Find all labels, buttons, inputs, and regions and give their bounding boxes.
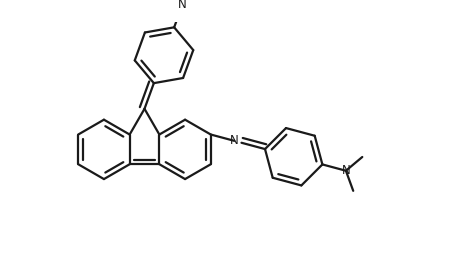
Text: N: N [341,164,350,177]
Text: N: N [178,0,187,11]
Text: N: N [230,134,239,147]
